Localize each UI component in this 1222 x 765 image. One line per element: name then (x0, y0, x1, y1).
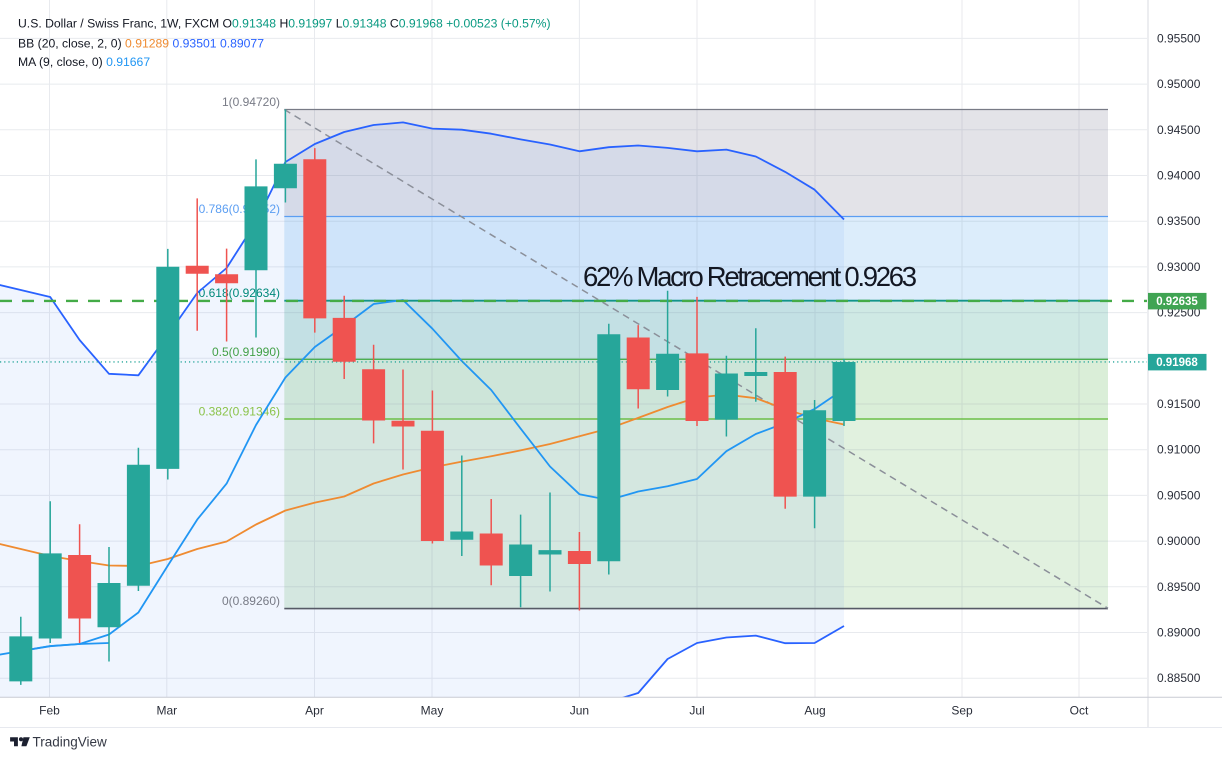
svg-text:0.93500: 0.93500 (1157, 214, 1201, 228)
svg-text:1(0.94720): 1(0.94720) (222, 95, 280, 109)
svg-text:0.618(0.92634): 0.618(0.92634) (199, 286, 280, 300)
svg-text:0(0.89260): 0(0.89260) (222, 594, 280, 608)
svg-text:0.91000: 0.91000 (1157, 443, 1201, 457)
svg-text:0.5(0.91990): 0.5(0.91990) (212, 345, 280, 359)
svg-text:May: May (421, 704, 444, 718)
svg-text:0.92635: 0.92635 (1156, 296, 1198, 308)
svg-text:Apr: Apr (305, 704, 324, 718)
svg-text:0.94000: 0.94000 (1157, 169, 1201, 183)
svg-text:0.382(0.91346): 0.382(0.91346) (199, 405, 280, 419)
svg-text:0.89500: 0.89500 (1157, 580, 1201, 594)
svg-text:MA (9, close, 0) 0.91667: MA (9, close, 0) 0.91667 (18, 55, 150, 69)
svg-text:Aug: Aug (804, 704, 825, 718)
svg-text:0.91500: 0.91500 (1157, 397, 1201, 411)
svg-text:0.90500: 0.90500 (1157, 488, 1201, 502)
svg-text:62% Macro Retracement 0.9263: 62% Macro Retracement 0.9263 (583, 261, 917, 292)
svg-text:0.91968: 0.91968 (1156, 357, 1198, 369)
svg-text:Jul: Jul (689, 704, 704, 718)
svg-text:U.S. Dollar / Swiss Franc, 1W,: U.S. Dollar / Swiss Franc, 1W, FXCM O0.9… (18, 17, 551, 31)
svg-text:0.95000: 0.95000 (1157, 77, 1201, 91)
svg-text:Sep: Sep (951, 704, 973, 718)
svg-text:Mar: Mar (156, 704, 177, 718)
svg-text:0.88500: 0.88500 (1157, 671, 1201, 685)
svg-text:0.93000: 0.93000 (1157, 260, 1201, 274)
svg-text:Feb: Feb (39, 704, 60, 718)
svg-text:Oct: Oct (1070, 704, 1089, 718)
svg-text:TradingView: TradingView (33, 734, 108, 749)
svg-text:0.89000: 0.89000 (1157, 626, 1201, 640)
svg-text:0.90000: 0.90000 (1157, 534, 1201, 548)
svg-text:0.95500: 0.95500 (1157, 31, 1201, 45)
svg-text:0.786(0.93552): 0.786(0.93552) (199, 202, 280, 216)
svg-text:Jun: Jun (570, 704, 589, 718)
svg-text:0.94500: 0.94500 (1157, 123, 1201, 137)
svg-text:BB (20, close, 2, 0) 0.91289 0: BB (20, close, 2, 0) 0.91289 0.93501 0.8… (18, 37, 264, 51)
